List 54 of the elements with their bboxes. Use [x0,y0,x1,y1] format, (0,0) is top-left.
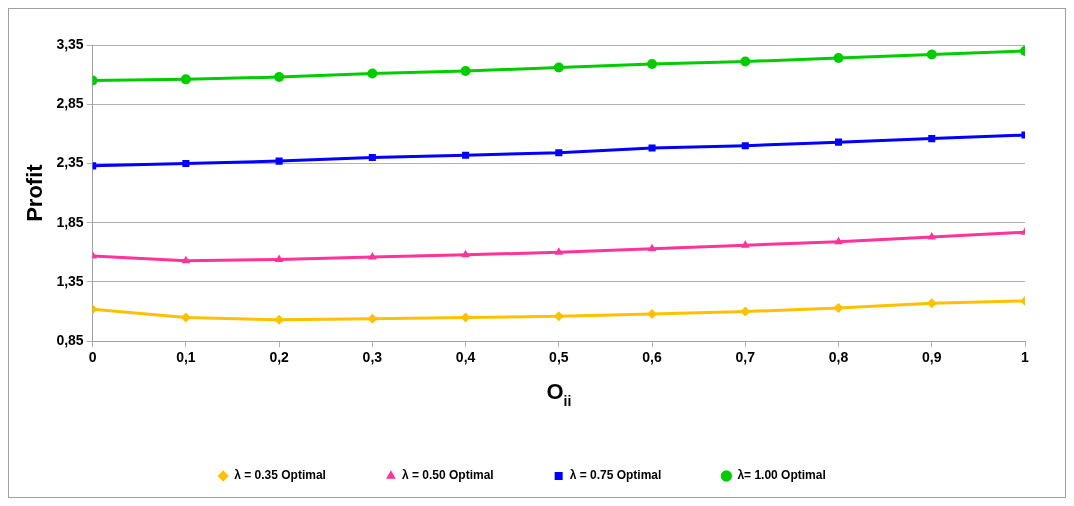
point [740,56,751,67]
point [462,151,470,159]
point [180,74,191,85]
point [181,255,191,264]
point [554,247,564,255]
point [553,62,564,73]
x-tick-label: 0,2 [269,349,290,366]
point [555,149,563,157]
x-tick-label: 0 [88,349,97,366]
point [648,144,656,152]
point [647,58,658,69]
y-tick-label: 1,35 [56,272,84,289]
y-axis-title: Profit [22,163,48,222]
x-tick-label: 0,8 [828,349,849,366]
point [367,68,378,79]
point [274,71,285,82]
point [460,312,471,323]
point [833,53,844,64]
point [460,66,471,77]
legend-label: λ = 0.75 Optimal [569,468,662,483]
point [741,142,749,150]
y-tick-label: 3,35 [56,35,84,52]
x-tick-label: 0,9 [922,349,942,366]
legend-label: λ= 1.00 Optimal [737,468,826,483]
point [834,138,843,146]
point [461,249,470,258]
y-tick-label: 1,85 [56,213,84,230]
point [834,236,843,245]
x-tick-label: 1 [1021,349,1030,366]
point [740,306,751,317]
legend-label: λ = 0.50 Optimal [401,468,494,483]
legend-label: λ = 0.35 Optimal [234,468,326,483]
point [927,231,937,240]
point [180,312,191,323]
point [926,49,937,60]
point [182,159,190,168]
y-tick-label: 0,85 [56,332,84,349]
y-tick-label: 2,35 [56,154,84,171]
point [928,135,936,143]
x-tick-label: 0,7 [735,349,756,366]
point [740,240,750,248]
point [368,252,377,260]
x-tick-label: 0,3 [362,349,383,366]
point [368,154,376,162]
point [274,254,284,262]
y-tick-label: 2,85 [56,95,84,112]
x-tick-label: 0,1 [176,349,196,366]
x-tick-label: 0,4 [455,349,476,366]
point [833,303,844,314]
point [275,157,283,165]
point [367,313,378,324]
x-tick-label: 0,5 [549,349,569,366]
point [647,243,657,252]
x-tick-label: 0,6 [642,349,662,366]
